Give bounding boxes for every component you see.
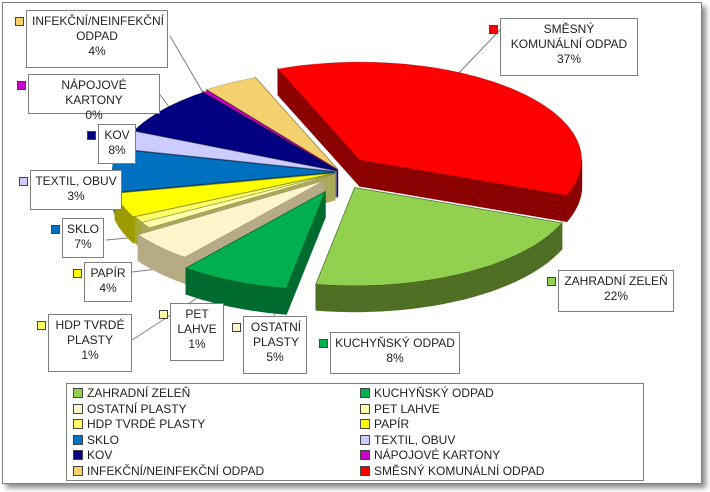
- slice-kov: [133, 92, 338, 171]
- legend-swatch: [73, 419, 83, 430]
- slice-napojove-kartony: [202, 90, 338, 171]
- data-label-napojove: NÁPOJOVÉ KARTONY 0%: [17, 74, 160, 122]
- legend-label: NÁPOJOVÉ KARTONY: [374, 448, 501, 463]
- legend-swatch: [73, 403, 83, 414]
- legend-item-infekcni-neinfekcni-odpad: INFEKČNÍ/NEINFEKČNÍ ODPAD: [73, 464, 264, 478]
- legend-item-kuchynsky-odpad: KUCHYŇSKÝ ODPAD: [360, 386, 494, 400]
- data-label-smesny: SMĚSNÝ KOMUNÁLNÍ ODPAD 37%: [489, 18, 638, 76]
- data-label-kuchynsky: KUCHYŇSKÝ ODPAD 8%: [319, 332, 460, 374]
- legend-label: TEXTIL, OBUV: [374, 432, 456, 447]
- slice-kuchynsky-odpad: [185, 191, 326, 289]
- legend-swatch: [360, 388, 370, 398]
- slice-pet-lahve: [141, 173, 335, 229]
- legend-item-smesny-komunalni-odpad: SMĚSNÝ KOMUNÁLNÍ ODPAD: [360, 464, 544, 478]
- legend-label: ZAHRADNÍ ZELEŇ: [87, 386, 191, 400]
- slice-ostatni-plasty: [137, 180, 324, 258]
- legend-item-textil-obuv: TEXTIL, OBUV: [360, 433, 455, 447]
- legend-item-zahradni-zelen: ZAHRADNÍ ZELEŇ: [73, 386, 190, 400]
- data-label-infekcni: INFEKČNÍ/NEINFEKČNÍ ODPAD 4%: [15, 10, 168, 68]
- data-label-sklo: SKLO 7%: [51, 218, 104, 258]
- legend-label: SKLO: [87, 432, 120, 447]
- leader-line: [453, 29, 501, 79]
- data-label-papir: PAPÍR 4%: [73, 262, 132, 302]
- data-label-zahradni: ZAHRADNÍ ZELEŇ 22%: [547, 270, 674, 312]
- slice-infekcni-neinfekcni-odpad: [206, 77, 338, 170]
- legend-swatch: [73, 434, 83, 445]
- legend-swatch: [360, 419, 370, 430]
- legend-swatch: [360, 434, 370, 445]
- legend-item-napojove-kartony: NÁPOJOVÉ KARTONY: [360, 448, 500, 462]
- data-label-textil: TEXTIL, OBUV 3%: [19, 170, 122, 210]
- legend-swatch: [73, 388, 83, 398]
- data-label-hdp: HDP TVRDÉ PLASTY 1%: [37, 314, 132, 372]
- slice-zahradni-zelen: [315, 187, 563, 287]
- legend-item-kov: KOV: [73, 448, 112, 462]
- legend-item-sklo: SKLO: [73, 433, 119, 447]
- legend-label: KUCHYŇSKÝ ODPAD: [374, 386, 494, 400]
- legend-label: INFEKČNÍ/NEINFEKČNÍ ODPAD: [87, 464, 265, 478]
- slice-side-smesny-komunalni-odpad-0: [566, 160, 583, 223]
- legend-swatch: [360, 450, 370, 461]
- legend-label: KOV: [87, 448, 113, 463]
- data-label-kov: KOV 8%: [87, 124, 136, 164]
- data-label-ostatni: OSTATNÍ PLASTY 5%: [232, 316, 307, 374]
- slice-smesny-komunalni-odpad: [277, 61, 583, 196]
- legend-label: OSTATNÍ PLASTY: [87, 401, 187, 416]
- legend-swatch: [360, 403, 370, 414]
- chart-legend: ZAHRADNÍ ZELEŇ KUCHYŇSKÝ ODPAD OSTATNÍ PLA…: [66, 383, 644, 481]
- legend-swatch: [73, 466, 83, 476]
- legend-item-papir: PAPÍR: [360, 417, 409, 431]
- legend-item-pet-lahve: PET LAHVE: [360, 402, 440, 416]
- slice-side-ostatni-plasty-0: [137, 233, 186, 285]
- legend-item-hdp-tvrde-plasty: HDP TVRDÉ PLASTY: [73, 417, 205, 431]
- legend-label: PAPÍR: [374, 417, 410, 432]
- data-label-pet: PET LAHVE 1%: [159, 303, 224, 361]
- legend-label: SMĚSNÝ KOMUNÁLNÍ ODPAD: [374, 464, 545, 478]
- legend-swatch: [360, 466, 370, 476]
- legend-swatch: [73, 450, 83, 461]
- slice-hdp-tvrde-plasty: [134, 173, 335, 223]
- legend-label: HDP TVRDÉ PLASTY: [87, 417, 206, 432]
- legend-label: PET LAHVE: [374, 401, 440, 416]
- pie-tops: [111, 61, 583, 289]
- legend-item-ostatni-plasty: OSTATNÍ PLASTY: [73, 402, 187, 416]
